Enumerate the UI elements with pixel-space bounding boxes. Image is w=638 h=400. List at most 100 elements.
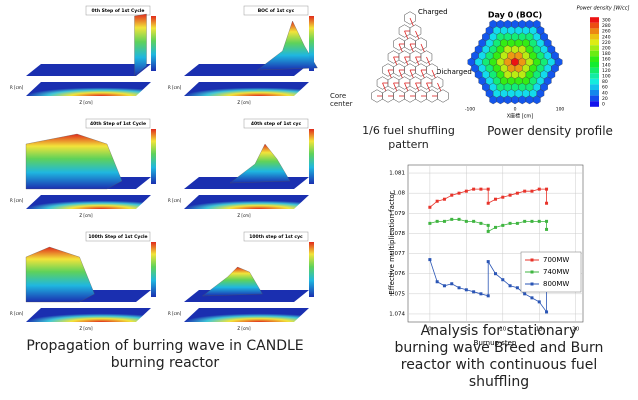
point bbox=[442, 197, 446, 201]
point bbox=[486, 294, 490, 298]
left-caption: Propagation of burring wave in CANDLE bu… bbox=[26, 338, 304, 371]
colorbar-cell bbox=[590, 56, 599, 62]
point bbox=[501, 223, 505, 227]
point bbox=[537, 300, 541, 304]
colorbar-tick: 180 bbox=[602, 51, 611, 57]
panel-title-box bbox=[85, 118, 151, 129]
legend-label: 700MW bbox=[543, 256, 569, 264]
panel-colorbar bbox=[309, 129, 314, 184]
point bbox=[464, 288, 468, 292]
legend-marker bbox=[530, 270, 534, 274]
panel-title: 40th step of 1st cyc bbox=[251, 121, 302, 127]
colorbar-cell bbox=[590, 39, 599, 46]
point bbox=[501, 195, 505, 199]
y-tick-label: 1.081 bbox=[389, 171, 405, 177]
colorbar-tick: 160 bbox=[602, 57, 611, 63]
y-tick-label: 1.077 bbox=[389, 251, 405, 257]
colorbar-tick: 280 bbox=[602, 23, 611, 29]
surface-strip bbox=[184, 195, 309, 209]
point bbox=[486, 187, 490, 191]
surface-strip bbox=[26, 82, 151, 96]
map-x-tick: 100 bbox=[556, 107, 565, 113]
surface-wave bbox=[202, 266, 263, 297]
r-axis-label: R [cm] bbox=[168, 198, 182, 203]
surface-strip bbox=[26, 195, 151, 209]
colorbar-cell bbox=[590, 84, 599, 90]
panel-title-box bbox=[243, 231, 309, 242]
colorbar-cell bbox=[590, 62, 599, 68]
point bbox=[428, 258, 432, 262]
point bbox=[545, 187, 549, 191]
map-x-tick: 0 bbox=[514, 107, 517, 113]
point bbox=[537, 219, 541, 223]
point bbox=[523, 219, 527, 223]
map-x-label: X座標 [cm] bbox=[507, 113, 534, 120]
point bbox=[494, 225, 497, 229]
colorbar-cell bbox=[590, 90, 599, 96]
panel-title-box bbox=[85, 231, 151, 242]
point bbox=[494, 197, 497, 201]
surface-strip bbox=[184, 308, 309, 322]
point bbox=[464, 189, 468, 193]
x-tick-label: 20 bbox=[572, 327, 579, 333]
point bbox=[501, 278, 505, 282]
z-axis-label: Z [cm] bbox=[79, 100, 93, 105]
colorbar-cell bbox=[590, 28, 599, 34]
panel-title-box bbox=[243, 118, 309, 129]
point bbox=[537, 187, 541, 191]
panel-title: 40th Step of 1st Cycle bbox=[90, 121, 146, 127]
panel-colorbar bbox=[151, 129, 156, 184]
point bbox=[545, 310, 549, 314]
point bbox=[450, 217, 454, 221]
map-x-tick: -100 bbox=[465, 107, 475, 113]
surface-base bbox=[26, 64, 151, 76]
x-tick-label: 15 bbox=[536, 327, 543, 333]
panel-title-box bbox=[243, 5, 309, 16]
discharged-label: Dicharged bbox=[436, 68, 472, 76]
colorbar-cell bbox=[590, 95, 599, 102]
point bbox=[523, 189, 527, 193]
charged-label: Charged bbox=[418, 8, 448, 16]
colorbar-tick: 260 bbox=[602, 29, 611, 35]
surface-strip bbox=[26, 308, 151, 322]
z-axis-label: Z [cm] bbox=[237, 326, 251, 331]
y-tick-label: 1.08 bbox=[393, 191, 406, 197]
point bbox=[435, 280, 439, 284]
x-tick-label: 5 bbox=[465, 327, 469, 333]
surface-wave bbox=[257, 20, 318, 71]
panel-title: BOC of 1st cyc bbox=[258, 8, 295, 14]
point bbox=[442, 219, 446, 223]
point bbox=[472, 290, 476, 294]
colorbar-cell bbox=[590, 50, 599, 57]
point bbox=[545, 201, 549, 205]
r-axis-label: R [cm] bbox=[168, 311, 182, 316]
point bbox=[479, 221, 483, 225]
point bbox=[486, 201, 490, 205]
colorbar-tick: 20 bbox=[602, 96, 608, 102]
shuffle-caption: 1/6 fuel shuffling pattern bbox=[362, 124, 455, 151]
colorbar-tick: 40 bbox=[602, 90, 608, 96]
panel-title: 0th Step of 1st Cycle bbox=[92, 8, 145, 14]
z-axis-label: Z [cm] bbox=[79, 326, 93, 331]
legend-label: 800MW bbox=[543, 280, 569, 288]
plot-area bbox=[407, 164, 584, 323]
point bbox=[523, 292, 527, 296]
point bbox=[508, 221, 512, 225]
colorbar-cell bbox=[590, 78, 599, 85]
colorbar-cell bbox=[590, 22, 599, 29]
point bbox=[428, 205, 432, 209]
point bbox=[486, 223, 490, 227]
legend-label: 740MW bbox=[543, 268, 569, 276]
point bbox=[494, 272, 497, 276]
colorbar-tick: 300 bbox=[602, 18, 611, 24]
surface-wave bbox=[229, 143, 291, 184]
colorbar-tick: 100 bbox=[602, 74, 611, 80]
r-axis-label: R [cm] bbox=[10, 85, 24, 90]
point bbox=[435, 219, 439, 223]
point bbox=[486, 229, 490, 233]
r-axis-label: R [cm] bbox=[168, 85, 182, 90]
panel-title: 100th Step of 1st Cycle bbox=[88, 234, 147, 240]
point bbox=[515, 191, 519, 195]
point bbox=[435, 199, 439, 203]
right-caption: Analysis for stationary burning wave Bre… bbox=[394, 323, 604, 390]
